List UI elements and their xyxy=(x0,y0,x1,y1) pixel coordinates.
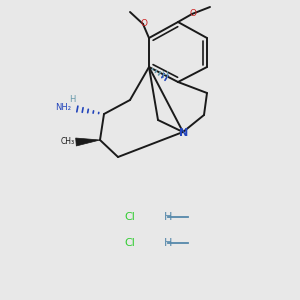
Text: H: H xyxy=(69,95,75,104)
Text: Cl: Cl xyxy=(124,238,135,248)
Text: N: N xyxy=(179,128,189,138)
Text: H: H xyxy=(162,71,168,80)
Text: Cl: Cl xyxy=(124,212,135,222)
Polygon shape xyxy=(76,138,100,146)
Text: O: O xyxy=(140,19,148,28)
Text: H: H xyxy=(164,212,172,222)
Text: NH₂: NH₂ xyxy=(55,103,71,112)
Text: H: H xyxy=(164,238,172,248)
Text: CH₃: CH₃ xyxy=(61,137,75,146)
Text: O: O xyxy=(190,8,196,17)
